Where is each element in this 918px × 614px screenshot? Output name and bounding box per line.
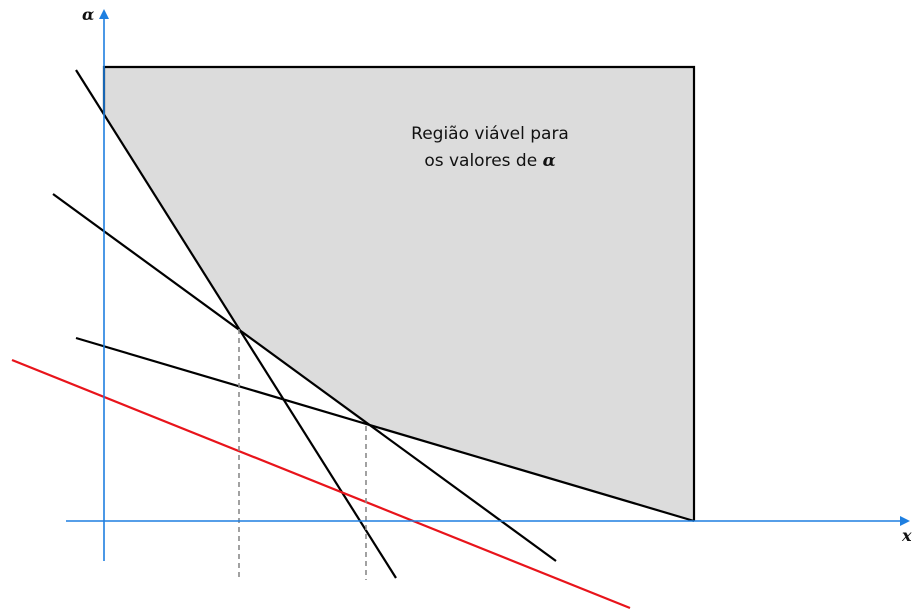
- objective-line: [11, 358, 631, 610]
- x-axis-label: x: [901, 526, 912, 545]
- region-label-line1: Região viável para: [411, 124, 569, 144]
- region-label-line2: os valores de α: [424, 151, 555, 171]
- constraint-line-shallow: [75, 336, 695, 523]
- constraint-line-middle: [52, 193, 557, 562]
- y-axis-label: α: [82, 5, 94, 24]
- feasible-region: [104, 67, 694, 521]
- region-label-alpha-symbol: α: [543, 151, 556, 171]
- region-label-line2-text: os valores de: [424, 151, 542, 171]
